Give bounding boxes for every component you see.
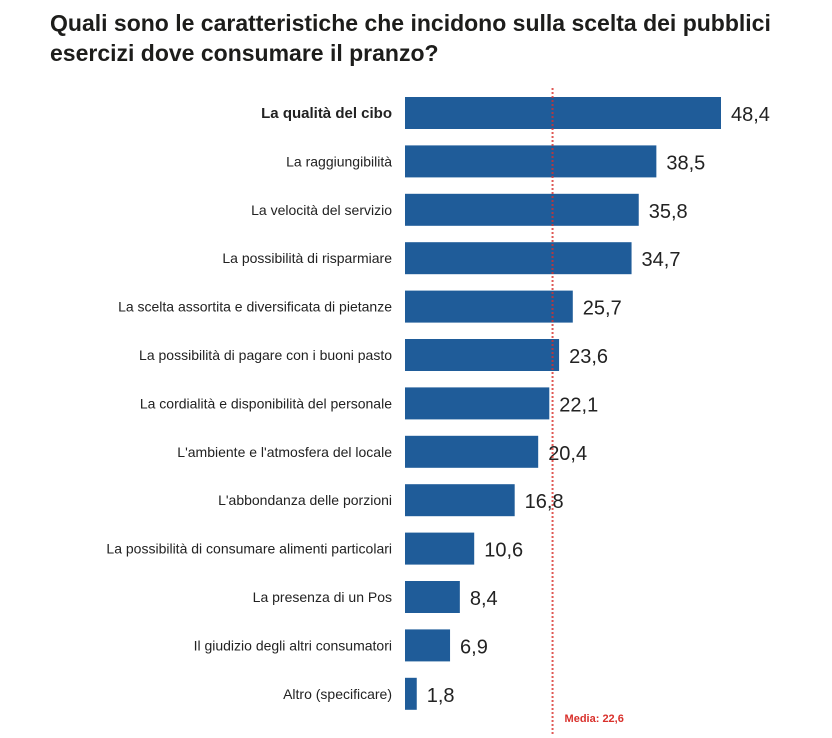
mean-label: Media: 22,6 xyxy=(565,713,624,725)
bar xyxy=(405,193,639,226)
bar xyxy=(405,677,417,710)
value-label: 25,7 xyxy=(583,298,622,320)
bar xyxy=(405,145,657,178)
value-label: 34,7 xyxy=(642,249,681,271)
category-label: La possibilità di risparmiare xyxy=(222,250,392,266)
category-label: La velocità del servizio xyxy=(251,202,392,218)
value-label: 35,8 xyxy=(649,201,688,223)
category-label: Il giudizio degli altri consumatori xyxy=(194,637,392,653)
value-label: 16,8 xyxy=(525,491,564,513)
category-label: L'ambiente e l'atmosfera del locale xyxy=(177,444,392,460)
value-label: 8,4 xyxy=(470,588,498,610)
bar xyxy=(405,290,573,323)
value-label: 38,5 xyxy=(666,152,705,174)
bar xyxy=(405,581,460,613)
value-label: 10,6 xyxy=(484,540,523,562)
bar xyxy=(405,435,539,468)
bar xyxy=(405,97,721,129)
bar xyxy=(405,629,451,662)
value-label: 1,8 xyxy=(427,685,455,707)
category-label: La possibilità di pagare con i buoni pas… xyxy=(139,347,392,363)
bar xyxy=(405,484,515,517)
category-label: La raggiungibilità xyxy=(286,153,392,169)
bar xyxy=(405,387,550,420)
category-label: La possibilità di consumare alimenti par… xyxy=(106,541,392,557)
chart-title: Quali sono le caratteristiche che incido… xyxy=(50,10,771,66)
category-label: La presenza di un Pos xyxy=(253,589,392,605)
category-label: Altro (specificare) xyxy=(283,686,392,702)
value-label: 22,1 xyxy=(559,394,598,416)
category-label: L'abbondanza delle porzioni xyxy=(218,492,392,508)
value-label: 6,9 xyxy=(460,636,488,658)
value-label: 23,6 xyxy=(569,346,608,368)
bar xyxy=(405,339,560,371)
bar xyxy=(405,242,632,275)
category-label: La cordialità e disponibilità del person… xyxy=(140,395,392,411)
category-label: La scelta assortita e diversificata di p… xyxy=(118,299,392,315)
bar xyxy=(405,532,475,565)
value-label: 48,4 xyxy=(731,104,770,126)
category-label: La qualità del cibo xyxy=(261,105,392,122)
value-label: 20,4 xyxy=(548,443,587,465)
